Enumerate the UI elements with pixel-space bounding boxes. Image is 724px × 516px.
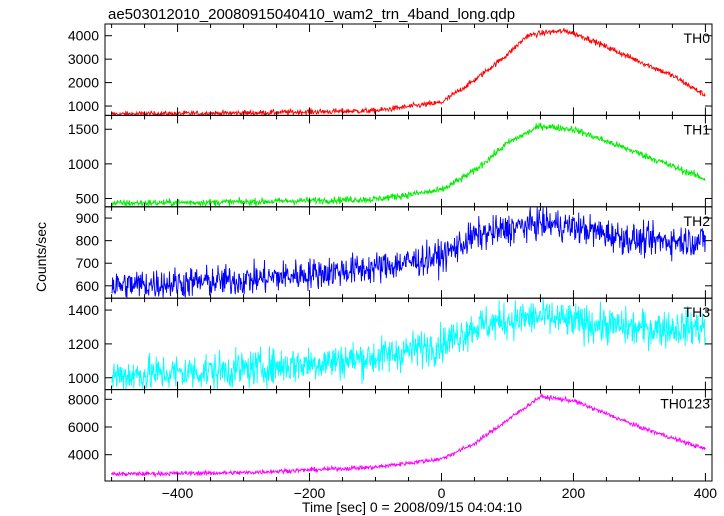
panel-label: TH2 [684,213,711,229]
x-tick-label: −200 [294,485,326,501]
panel-label: TH0 [684,30,711,46]
series-line-th3 [111,298,706,390]
y-tick-label: 600 [76,278,100,294]
y-tick-label: 500 [76,190,100,206]
y-tick-label: 1000 [68,156,99,172]
x-tick-label: 200 [562,485,586,501]
x-tick-label: 400 [694,485,718,501]
panel-frame [104,389,713,482]
y-tick-label: 700 [76,255,100,271]
y-axis-label: Counts/sec [33,222,49,292]
panel-th1: 500 1000 1500 TH1 [68,114,713,208]
y-tick-label: 900 [76,210,100,226]
x-axis-label: Time [sec] 0 = 2008/09/15 04:04:10 [302,499,522,515]
y-tick-label: 800 [76,233,100,249]
x-tick-label: 0 [438,485,446,501]
y-tick-label: 6000 [68,419,99,435]
panel-th3: 1000 1200 1400 TH3 [68,297,713,391]
panel-frame [104,206,713,299]
y-tick-label: 1500 [68,121,99,137]
y-tick-label: 1200 [68,336,99,352]
chart-title: ae503012010_20080915040410_wam2_trn_4ban… [108,6,515,23]
panel-th0: 1000 2000 3000 4000 TH0 [68,23,713,117]
y-tick-label: 1000 [68,98,99,114]
panel-frame [104,297,713,391]
y-tick-label: 2000 [68,75,99,91]
panel-label: TH1 [684,121,711,137]
y-tick-label: 3000 [68,51,99,67]
panel-label: TH0123 [660,396,710,412]
y-tick-label: 4000 [68,447,99,463]
panel-frame [104,23,713,116]
series-line-th2 [111,207,706,298]
y-tick-label: 8000 [68,391,99,407]
panel-th0123: 4000 6000 8000 TH0123 [68,389,713,482]
x-tick-label: −400 [162,485,194,501]
y-tick-label: 4000 [68,28,99,44]
y-tick-label: 1400 [68,302,99,318]
series-line-th0123 [111,392,706,479]
panel-label: TH3 [684,304,711,320]
series-line-th0 [111,28,706,117]
panel-th2: 600 700 800 900 TH2 [76,206,713,299]
y-tick-label: 1000 [68,370,99,386]
series-line-th1 [111,122,706,208]
x-axis: −400 −200 0 200 400 [162,485,717,501]
